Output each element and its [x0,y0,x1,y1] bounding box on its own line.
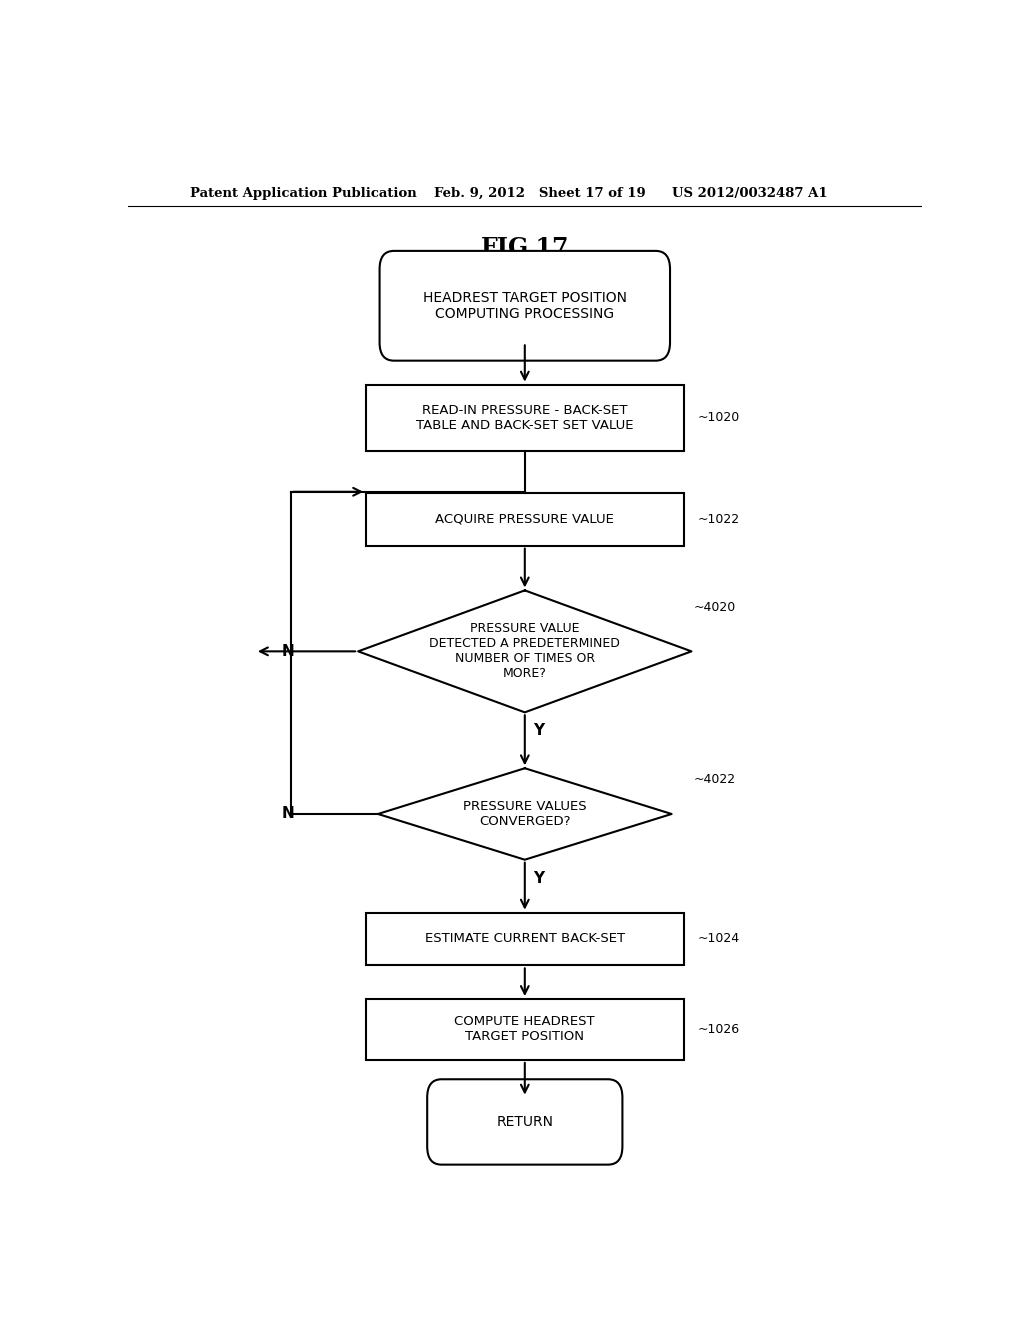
Polygon shape [378,768,672,859]
Text: Y: Y [534,870,545,886]
FancyBboxPatch shape [427,1080,623,1164]
Text: ~1026: ~1026 [697,1023,740,1036]
Text: COMPUTE HEADREST
TARGET POSITION: COMPUTE HEADREST TARGET POSITION [455,1015,595,1043]
Text: PRESSURE VALUE
DETECTED A PREDETERMINED
NUMBER OF TIMES OR
MORE?: PRESSURE VALUE DETECTED A PREDETERMINED … [429,622,621,680]
Text: ~4020: ~4020 [694,601,736,614]
Text: N: N [282,644,295,659]
Bar [367,492,684,545]
Text: PRESSURE VALUES
CONVERGED?: PRESSURE VALUES CONVERGED? [463,800,587,828]
Text: FIG.17: FIG.17 [480,236,569,260]
FancyBboxPatch shape [380,251,670,360]
Text: HEADREST TARGET POSITION
COMPUTING PROCESSING: HEADREST TARGET POSITION COMPUTING PROCE… [423,290,627,321]
Text: RETURN: RETURN [497,1115,553,1129]
Text: ~1024: ~1024 [697,932,740,945]
Bar [367,912,684,965]
Text: ESTIMATE CURRENT BACK-SET: ESTIMATE CURRENT BACK-SET [425,932,625,945]
Text: US 2012/0032487 A1: US 2012/0032487 A1 [672,187,827,199]
Polygon shape [358,590,691,713]
Bar [367,999,684,1060]
Text: Y: Y [534,723,545,738]
Text: ~1022: ~1022 [697,512,740,525]
Text: ~4022: ~4022 [694,774,736,787]
Text: Feb. 9, 2012   Sheet 17 of 19: Feb. 9, 2012 Sheet 17 of 19 [433,187,645,199]
Text: N: N [282,807,295,821]
Text: READ-IN PRESSURE - BACK-SET
TABLE AND BACK-SET SET VALUE: READ-IN PRESSURE - BACK-SET TABLE AND BA… [416,404,634,432]
Bar [367,384,684,450]
Text: Patent Application Publication: Patent Application Publication [189,187,417,199]
Text: ACQUIRE PRESSURE VALUE: ACQUIRE PRESSURE VALUE [435,512,614,525]
Text: ~1020: ~1020 [697,411,740,424]
